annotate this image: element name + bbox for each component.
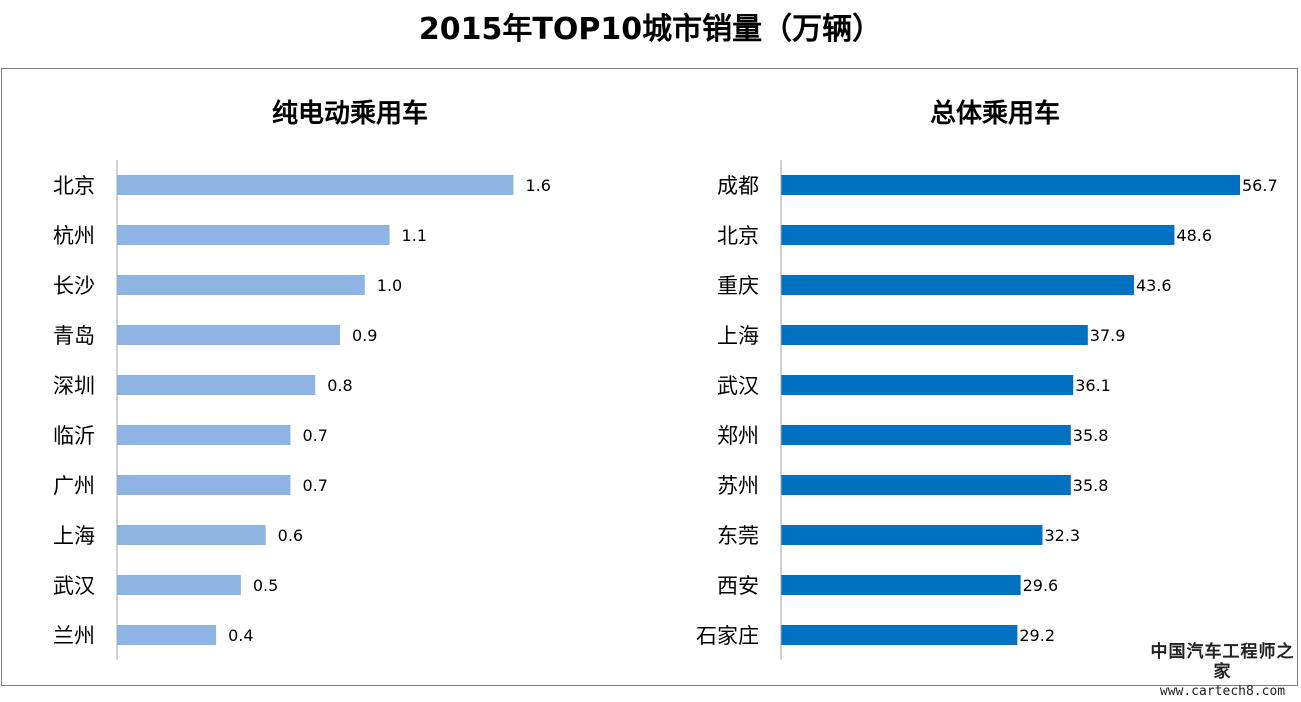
watermark-url: www.cartech8.com [1159,684,1286,699]
total-category-label-7: 苏州 [717,474,759,498]
total-value-label-1: 56.7 [1242,176,1278,195]
ev-category-label-6: 临沂 [53,424,95,448]
total-value-label-5: 36.1 [1075,376,1111,395]
total-category-label-9: 西安 [717,574,759,598]
ev-bar-6 [117,425,291,445]
ev-category-label-2: 杭州 [53,224,95,248]
ev-value-label-9: 0.5 [253,576,278,595]
total-value-label-8: 32.3 [1044,526,1080,545]
total-bar-2 [781,225,1175,245]
total-category-label-1: 成都 [717,174,759,198]
ev-value-label-7: 0.7 [302,476,327,495]
ev-value-label-8: 0.6 [278,526,303,545]
total-bar-3 [781,275,1134,295]
ev-category-label-4: 青岛 [53,324,95,348]
ev-category-label-9: 武汉 [53,574,95,598]
ev-bar-7 [117,475,291,495]
total-category-label-4: 上海 [717,324,759,348]
total-value-label-9: 29.6 [1023,576,1059,595]
ev-value-label-3: 1.0 [377,276,402,295]
ev-bar-8 [117,525,266,545]
ev-bar-3 [117,275,365,295]
total-category-label-2: 北京 [717,224,759,248]
ev-bar-2 [117,225,390,245]
total-value-label-7: 35.8 [1073,476,1109,495]
total-value-label-6: 35.8 [1073,426,1109,445]
total-value-label-10: 29.2 [1019,626,1055,645]
total-category-label-5: 武汉 [717,374,759,398]
ev-category-label-3: 长沙 [53,274,95,298]
watermark: 中国汽车工程师之家 www.cartech8.com [1150,642,1295,702]
ev-bar-1 [117,175,514,195]
page-title: 2015年TOP10城市销量（万辆） [418,12,883,47]
total-value-label-2: 48.6 [1176,226,1212,245]
ev-category-label-8: 上海 [53,524,95,548]
total-category-label-3: 重庆 [717,274,759,298]
ev-category-label-7: 广州 [53,474,95,498]
ev-category-label-5: 深圳 [53,374,95,398]
total-bar-1 [781,175,1240,195]
total-bar-10 [781,625,1018,645]
total-chart-title: 总体乘用车 [930,98,1060,129]
total-bar-8 [781,525,1043,545]
watermark-name: 中国汽车工程师之家 [1150,642,1295,682]
ev-bar-4 [117,325,340,345]
ev-value-label-10: 0.4 [228,626,253,645]
ev-category-label-1: 北京 [53,174,95,198]
total-bar-7 [781,475,1071,495]
total-category-label-10: 石家庄 [696,624,759,648]
ev-value-label-6: 0.7 [302,426,327,445]
total-category-label-8: 东莞 [717,524,759,548]
ev-bar-5 [117,375,316,395]
total-category-label-6: 郑州 [717,424,759,448]
chart-frame [1,68,1298,686]
ev-value-label-2: 1.1 [402,226,427,245]
total-bar-6 [781,425,1071,445]
ev-value-label-4: 0.9 [352,326,377,345]
ev-chart-title: 纯电动乘用车 [272,98,428,129]
total-value-label-4: 37.9 [1090,326,1126,345]
total-bar-9 [781,575,1021,595]
ev-value-label-5: 0.8 [327,376,352,395]
ev-bar-10 [117,625,217,645]
ev-category-label-10: 兰州 [53,624,95,648]
total-bar-4 [781,325,1088,345]
total-value-label-3: 43.6 [1136,276,1172,295]
ev-value-label-1: 1.6 [525,176,550,195]
ev-bar-9 [117,575,241,595]
total-bar-5 [781,375,1074,395]
